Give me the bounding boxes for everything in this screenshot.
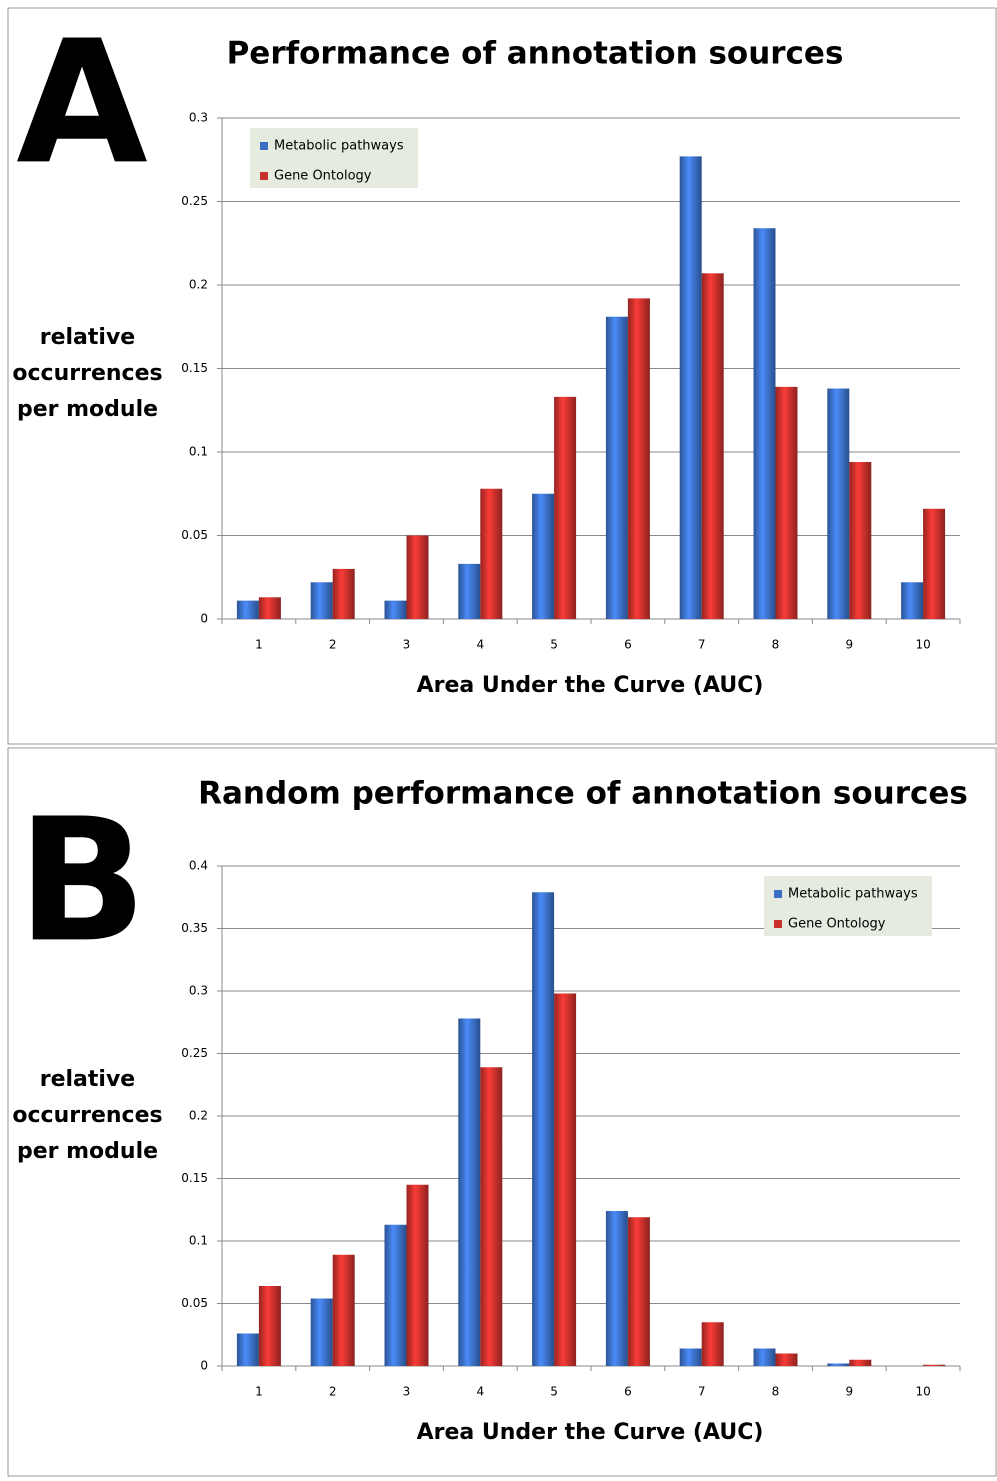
panel-frame: [7, 7, 997, 745]
bar: [775, 386, 798, 619]
y-tick-label: 0.4: [189, 859, 208, 873]
y-tick-label: 0.15: [181, 361, 208, 375]
legend-box: [764, 876, 932, 936]
y-tick-label: 0.1: [189, 1234, 208, 1248]
y-tick-label: 0.25: [181, 194, 208, 208]
bar: [458, 1018, 481, 1366]
legend-label: Gene Ontology: [274, 169, 372, 184]
legend-box: [250, 128, 418, 188]
legend-swatch: [774, 920, 782, 928]
bar: [753, 228, 776, 619]
bar: [458, 563, 481, 619]
bar: [236, 600, 259, 619]
bar: [605, 316, 628, 619]
x-tick-label: 3: [403, 1385, 411, 1399]
x-tick-label: 10: [915, 638, 930, 652]
y-tick-label: 0.3: [189, 984, 208, 998]
bar: [332, 1254, 355, 1366]
bar: [605, 1211, 628, 1366]
chart-title: Performance of annotation sources: [227, 36, 844, 72]
bar: [532, 493, 555, 619]
panel-label: A: [16, 4, 148, 202]
bar: [310, 582, 333, 619]
x-tick-label: 9: [845, 638, 853, 652]
bar: [753, 1348, 776, 1366]
bar: [532, 892, 555, 1366]
x-tick-label: 7: [698, 638, 706, 652]
y-tick-label: 0: [200, 612, 208, 626]
y-tick-label: 0.35: [181, 921, 208, 935]
x-tick-label: 8: [772, 1385, 780, 1399]
y-tick-label: 0: [200, 1359, 208, 1373]
bar: [554, 396, 577, 619]
legend-label: Metabolic pathways: [274, 139, 404, 154]
bar: [627, 298, 650, 619]
y-tick-label: 0.05: [181, 1296, 208, 1310]
bar: [310, 1298, 333, 1366]
x-tick-label: 9: [845, 1385, 853, 1399]
y-tick-label: 0.05: [181, 528, 208, 542]
y-tick-label: 0.2: [189, 1109, 208, 1123]
x-tick-label: 4: [476, 638, 484, 652]
bar: [332, 568, 355, 619]
x-tick-label: 7: [698, 1385, 706, 1399]
bar: [679, 1348, 702, 1366]
bar: [701, 273, 724, 619]
y-tick-label: 0.2: [189, 278, 208, 292]
y-axis-title: relative occurrences per module: [12, 1067, 163, 1164]
bar: [775, 1353, 798, 1366]
legend-label: Gene Ontology: [788, 917, 886, 932]
bar: [849, 1359, 872, 1366]
bar: [480, 1067, 503, 1366]
y-axis-title-box: relative occurrences per module: [12, 1067, 163, 1164]
legend-swatch: [260, 142, 268, 150]
bar: [701, 1322, 724, 1366]
x-tick-label: 1: [255, 1385, 263, 1399]
x-tick-label: 6: [624, 638, 632, 652]
y-tick-label: 0.1: [189, 445, 208, 459]
bar: [236, 1333, 259, 1366]
bar: [849, 462, 872, 619]
x-tick-label: 10: [915, 1385, 930, 1399]
bar: [258, 1286, 281, 1366]
y-tick-label: 0.3: [189, 111, 208, 125]
x-tick-label: 2: [329, 638, 337, 652]
bar: [258, 597, 281, 619]
x-tick-label: 4: [476, 1385, 484, 1399]
x-axis-title: Area Under the Curve (AUC): [417, 673, 764, 698]
bar: [923, 1364, 946, 1366]
bar: [384, 600, 407, 619]
bar: [827, 388, 850, 619]
y-axis-title-box: relative occurrences per module: [12, 325, 163, 422]
y-axis-title: relative occurrences per module: [12, 325, 163, 422]
legend-swatch: [260, 172, 268, 180]
bar: [480, 488, 503, 619]
y-tick-label: 0.15: [181, 1171, 208, 1185]
chart-title: Random performance of annotation sources: [198, 776, 968, 812]
bar: [406, 535, 429, 619]
bar: [406, 1184, 429, 1366]
x-axis-title: Area Under the Curve (AUC): [417, 1420, 764, 1445]
bar: [627, 1217, 650, 1366]
bar: [554, 993, 577, 1366]
x-tick-label: 3: [403, 638, 411, 652]
x-tick-label: 5: [550, 638, 558, 652]
x-tick-label: 6: [624, 1385, 632, 1399]
x-tick-label: 2: [329, 1385, 337, 1399]
legend-label: Metabolic pathways: [788, 887, 918, 902]
x-tick-label: 1: [255, 638, 263, 652]
bar: [679, 156, 702, 619]
legend-swatch: [774, 890, 782, 898]
bar: [923, 508, 946, 619]
panel-label: B: [17, 782, 147, 980]
y-tick-label: 0.25: [181, 1046, 208, 1060]
x-tick-label: 5: [550, 1385, 558, 1399]
bar: [827, 1363, 850, 1366]
x-tick-label: 8: [772, 638, 780, 652]
bar: [901, 582, 924, 619]
bar: [384, 1224, 407, 1366]
panel-frame: [7, 747, 997, 1477]
